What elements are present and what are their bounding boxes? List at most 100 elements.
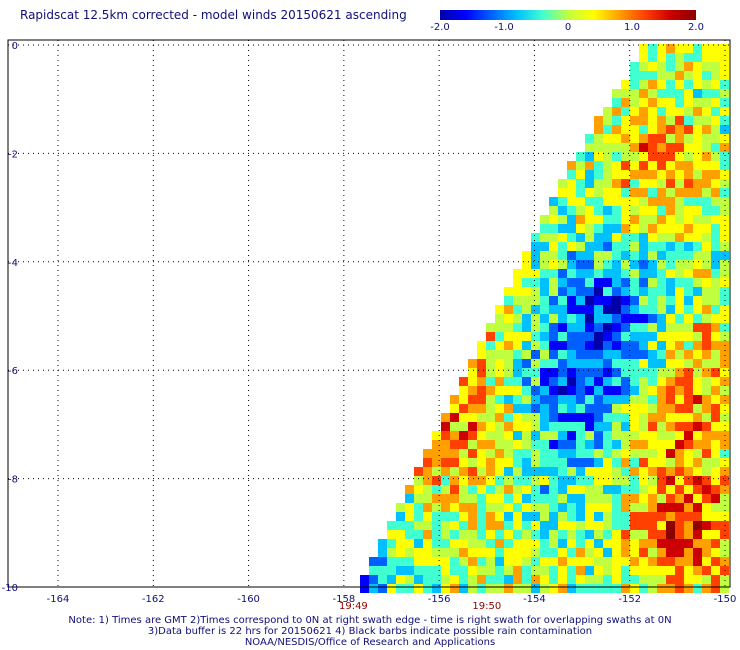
swath-cell	[639, 188, 648, 197]
swath-cell	[684, 332, 693, 341]
swath-cell	[531, 539, 540, 548]
swath-cell	[675, 413, 684, 422]
swath-cell	[639, 242, 648, 251]
swath-cell	[549, 404, 558, 413]
swath-cell	[621, 341, 630, 350]
swath-cell	[603, 197, 612, 206]
swath-cell	[621, 413, 630, 422]
swath-cell	[693, 476, 702, 485]
swath-cell	[549, 539, 558, 548]
swath-cell	[558, 530, 567, 539]
swath-cell	[630, 269, 639, 278]
swath-cell	[621, 242, 630, 251]
swath-cell	[603, 296, 612, 305]
swath-cell	[702, 575, 711, 584]
swath-cell	[702, 332, 711, 341]
swath-cell	[720, 404, 729, 413]
swath-cell	[549, 359, 558, 368]
swath-cell	[432, 458, 441, 467]
swath-cell	[684, 404, 693, 413]
swath-cell	[684, 422, 693, 431]
swath-cell	[513, 278, 522, 287]
swath-cell	[396, 503, 405, 512]
swath-cell	[711, 422, 720, 431]
swath-cell	[639, 341, 648, 350]
swath-cell	[693, 530, 702, 539]
swath-cell	[603, 341, 612, 350]
swath-cell	[675, 314, 684, 323]
swath-cell	[621, 80, 630, 89]
swath-cell	[603, 476, 612, 485]
swath-cell	[711, 62, 720, 71]
swath-cell	[468, 557, 477, 566]
swath-cell	[612, 530, 621, 539]
swath-cell	[522, 530, 531, 539]
swath-cell	[666, 242, 675, 251]
swath-cell	[684, 566, 693, 575]
swath-cell	[576, 557, 585, 566]
swath-cell	[711, 494, 720, 503]
swath-cell	[693, 188, 702, 197]
swath-cell	[576, 548, 585, 557]
swath-cell	[702, 548, 711, 557]
swath-cell	[549, 368, 558, 377]
swath-cell	[612, 503, 621, 512]
swath-cell	[576, 575, 585, 584]
swath-cell	[711, 557, 720, 566]
swath-cell	[450, 539, 459, 548]
swath-cell	[558, 386, 567, 395]
swath-cell	[567, 521, 576, 530]
swath-cell	[648, 152, 657, 161]
swath-cell	[702, 143, 711, 152]
swath-cell	[387, 521, 396, 530]
swath-cell	[711, 575, 720, 584]
swath-cell	[585, 260, 594, 269]
swath-cell	[522, 548, 531, 557]
swath-cell	[666, 368, 675, 377]
swath-cell	[639, 539, 648, 548]
swath-cell	[477, 539, 486, 548]
swath-cell	[648, 413, 657, 422]
swath-cell	[666, 161, 675, 170]
colorbar-label: -2.0	[430, 22, 450, 33]
swath-cell	[567, 566, 576, 575]
swath-cell	[720, 530, 729, 539]
swath-cell	[657, 503, 666, 512]
swath-cell	[720, 314, 729, 323]
swath-cell	[450, 512, 459, 521]
swath-cell	[648, 377, 657, 386]
swath-cell	[684, 449, 693, 458]
swath-cell	[567, 377, 576, 386]
swath-cell	[657, 152, 666, 161]
swath-cell	[693, 467, 702, 476]
swath-cell	[576, 215, 585, 224]
swath-cell	[459, 458, 468, 467]
swath-cell	[666, 71, 675, 80]
swath-cell	[702, 485, 711, 494]
swath-cell	[558, 269, 567, 278]
swath-cell	[585, 179, 594, 188]
swath-cell	[675, 71, 684, 80]
swath-cell	[594, 278, 603, 287]
swath-cell	[648, 449, 657, 458]
swath-cell	[567, 242, 576, 251]
swath-cell	[576, 359, 585, 368]
swath-cell	[657, 233, 666, 242]
swath-cell	[639, 368, 648, 377]
swath-cell	[621, 332, 630, 341]
swath-cell	[423, 566, 432, 575]
swath-cell	[504, 512, 513, 521]
swath-cell	[504, 539, 513, 548]
swath-cell	[603, 224, 612, 233]
swath-cell	[558, 458, 567, 467]
swath-cell	[657, 62, 666, 71]
swath-cell	[567, 539, 576, 548]
swath-cell	[720, 359, 729, 368]
swath-cell	[414, 512, 423, 521]
swath-cell	[513, 332, 522, 341]
swath-cell	[576, 197, 585, 206]
swath-cell	[648, 521, 657, 530]
swath-cell	[576, 332, 585, 341]
swath-cell	[585, 485, 594, 494]
swath-cell	[639, 557, 648, 566]
